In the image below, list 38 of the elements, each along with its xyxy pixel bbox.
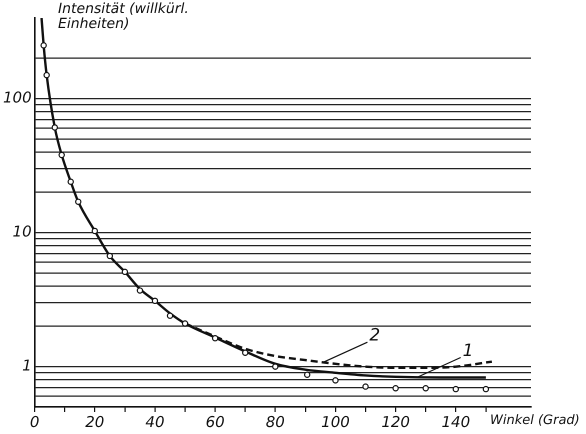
point <box>242 350 248 356</box>
point <box>52 124 58 131</box>
point <box>106 252 114 260</box>
point <box>452 386 459 392</box>
y-tick-label: 1 <box>22 356 32 375</box>
point <box>40 42 47 49</box>
point <box>92 228 98 234</box>
point <box>182 320 188 327</box>
point <box>166 312 174 319</box>
point <box>304 372 310 378</box>
x-tick-label: 120 <box>381 412 410 431</box>
x-axis-title: Winkel (Grad) <box>490 413 580 428</box>
point <box>272 363 278 370</box>
y-tick-label: 100 <box>2 88 32 107</box>
x-tick-label: 0 <box>30 412 40 431</box>
point <box>482 386 490 392</box>
x-tick-label: 20 <box>85 412 104 431</box>
point <box>152 298 158 304</box>
point <box>136 287 144 294</box>
point <box>58 152 65 158</box>
point <box>75 198 82 205</box>
point <box>43 72 50 78</box>
point <box>422 385 429 392</box>
y-tick-label: 10 <box>12 222 32 241</box>
point <box>68 178 74 185</box>
x-tick-label: 60 <box>206 412 225 431</box>
point <box>392 385 399 392</box>
x-tick-label: 100 <box>321 412 350 431</box>
point <box>332 377 339 384</box>
point <box>362 383 369 390</box>
annotation: 2 <box>369 326 380 346</box>
annotation: 1 <box>462 340 474 361</box>
x-tick-label: 80 <box>266 412 285 431</box>
point <box>122 268 128 276</box>
x-tick-label: 140 <box>441 412 470 431</box>
x-tick-label: 40 <box>145 412 165 431</box>
point <box>212 335 218 342</box>
y-axis-title: Intensität (willkürl. Einheiten) <box>58 1 190 32</box>
